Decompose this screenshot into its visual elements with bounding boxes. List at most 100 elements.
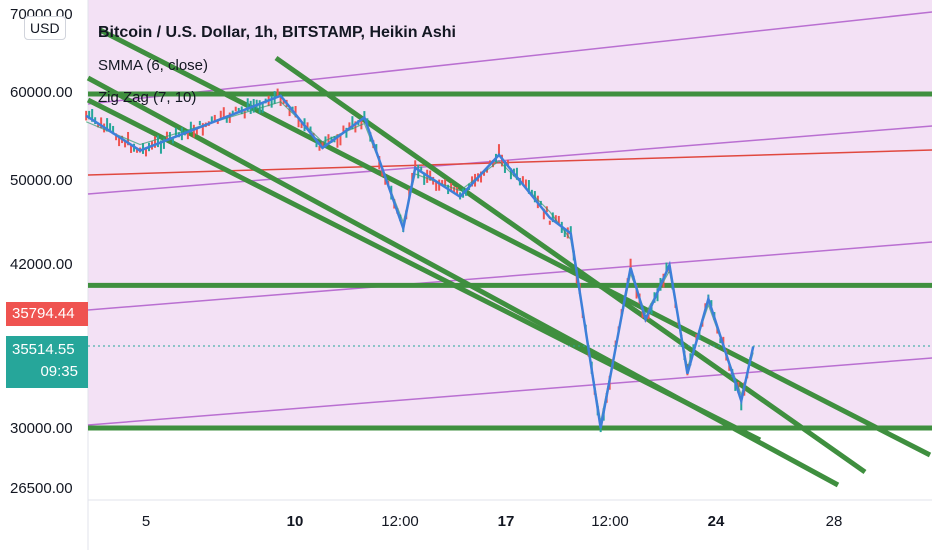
price-candle: [174, 127, 177, 136]
price-candle: [109, 123, 112, 132]
price-candle: [414, 160, 417, 168]
price-candle: [710, 300, 713, 307]
price-candle: [599, 425, 602, 433]
price-candle: [136, 147, 139, 153]
price-candle: [276, 88, 279, 97]
bar-countdown: 09:35: [40, 363, 78, 380]
zigzag-line: [85, 94, 755, 429]
x-tick-label: 10: [286, 513, 304, 530]
price-candle: [106, 118, 109, 132]
price-candle: [566, 227, 569, 239]
price-candle: [509, 168, 512, 180]
y-tick-label: 26500.00: [10, 480, 73, 497]
price-candle: [258, 100, 261, 114]
price-candle: [423, 172, 426, 185]
y-tick-label: 42000.00: [10, 256, 73, 273]
price-candle: [201, 123, 204, 136]
y-tick-label: 30000.00: [10, 420, 73, 437]
price-candle: [500, 154, 503, 167]
price-candle: [300, 122, 303, 129]
price-candle: [351, 116, 354, 130]
price-candle: [569, 226, 572, 234]
price-candle: [420, 166, 423, 171]
price-candle: [210, 116, 213, 124]
y-tick-label: 60000.00: [10, 84, 73, 101]
x-tick-label: 24: [707, 513, 725, 530]
price-candle: [692, 344, 695, 351]
price-candle: [342, 125, 345, 132]
price-candle: [91, 109, 94, 122]
price-candle: [165, 131, 168, 139]
price-candle: [318, 145, 321, 151]
price-candle: [246, 98, 249, 112]
descending-channel-line: [274, 55, 867, 475]
background-band: [88, 0, 932, 428]
price-candle: [315, 138, 318, 148]
price-candle: [112, 125, 115, 135]
price-candle: [665, 262, 668, 273]
smma-indicator-label[interactable]: SMMA (6, close): [98, 57, 209, 74]
price-candle: [213, 114, 216, 121]
x-tick-label: 12:00: [381, 513, 419, 530]
price-candle: [294, 106, 297, 118]
price-candle: [237, 107, 240, 113]
price-candle: [186, 132, 189, 140]
price-candle: [438, 179, 441, 191]
x-tick-label: 17: [497, 513, 515, 530]
price-candle: [288, 106, 291, 117]
price-candle: [297, 117, 300, 128]
price-candle: [497, 144, 500, 156]
price-candle: [189, 121, 192, 133]
parallel-trend-line: [87, 11, 932, 105]
price-candle: [480, 171, 483, 183]
price-candle: [489, 160, 491, 165]
parallel-trend-line: [87, 125, 932, 195]
price-candle: [118, 137, 121, 147]
price-candle: [521, 176, 524, 185]
chart-title: Bitcoin / U.S. Dollar, 1h, BITSTAMP, Hei…: [98, 24, 456, 41]
price-candle: [97, 122, 100, 128]
price-candle: [551, 212, 554, 223]
price-candle: [115, 133, 118, 141]
price-candle: [192, 124, 195, 138]
price-candle: [130, 144, 133, 153]
price-candle: [159, 140, 162, 154]
price-candle: [554, 215, 557, 222]
price-candle: [336, 134, 339, 148]
price-candle: [456, 187, 459, 195]
price-candle: [441, 180, 444, 186]
price-candle: [124, 139, 127, 148]
price-candle: [740, 399, 743, 411]
price-candle: [156, 135, 159, 148]
price-candle: [506, 159, 509, 167]
x-tick-label: 5: [141, 513, 151, 530]
price-candle: [339, 133, 342, 146]
price-candle: [198, 120, 201, 126]
currency-button[interactable]: USD: [24, 16, 66, 40]
price-candle: [435, 180, 438, 191]
price-candle: [153, 136, 156, 148]
price-candle: [363, 111, 366, 121]
price-candle: [722, 336, 725, 346]
price-candle: [548, 220, 551, 225]
parallel-trend-line: [87, 357, 932, 426]
price-candle: [563, 229, 566, 238]
price-candle: [243, 109, 246, 119]
descending-channel-line: [98, 27, 932, 458]
price-candle: [453, 186, 456, 193]
price-candle: [515, 167, 518, 180]
high-price-tag: 35794.44: [6, 302, 88, 326]
price-candle: [324, 136, 327, 148]
x-tick-label: 12:00: [591, 513, 629, 530]
price-candle: [384, 177, 387, 185]
price-candle: [219, 110, 222, 120]
price-candle: [524, 179, 527, 189]
price-candle: [491, 159, 494, 168]
price-candle: [348, 122, 351, 130]
zigzag-indicator-label[interactable]: Zig Zag (7, 10): [98, 89, 197, 106]
price-candle: [195, 128, 198, 135]
descending-channel-line: [86, 97, 762, 443]
price-candle: [306, 122, 309, 128]
